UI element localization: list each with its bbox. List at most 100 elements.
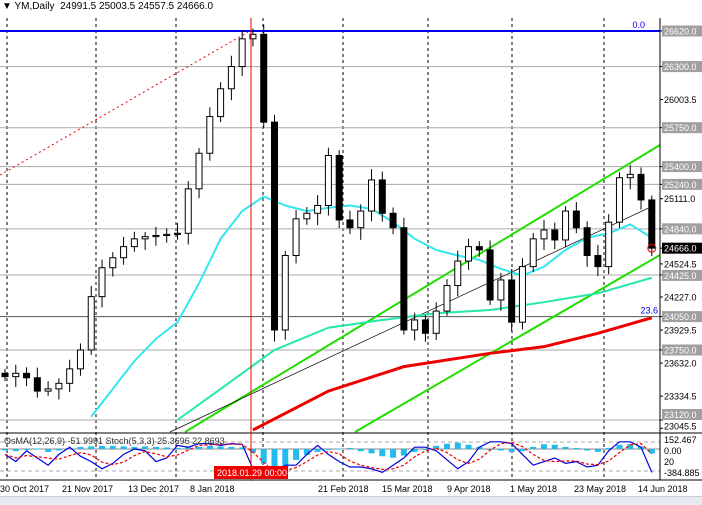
osma-bar xyxy=(271,449,278,471)
osma-bar xyxy=(2,449,8,451)
low-value: 24557.5 xyxy=(137,1,175,12)
candle-body xyxy=(324,154,332,206)
osma-bar xyxy=(400,449,407,456)
osma-bar xyxy=(573,447,580,449)
crosshair-date-label: 2018.01.29 00:00 xyxy=(217,468,287,478)
candle-body xyxy=(292,218,300,257)
level-price-label: 23750.0 xyxy=(664,345,697,355)
osma-bar xyxy=(12,449,19,452)
date-label: 14 Jun 2018 xyxy=(638,484,688,494)
candle-body xyxy=(23,372,31,379)
date-label: 15 Mar 2018 xyxy=(382,484,433,494)
candle-body xyxy=(109,257,117,269)
date-label: 8 Jan 2018 xyxy=(190,484,235,494)
osma-bar xyxy=(508,449,515,452)
candle-body xyxy=(76,349,84,370)
candles xyxy=(1,24,657,400)
fib-label-level: 23.6 xyxy=(640,306,658,316)
candle-body xyxy=(508,279,516,323)
candle-body xyxy=(637,173,645,201)
date-label: 9 Apr 2018 xyxy=(447,484,491,494)
level-price-box xyxy=(662,178,702,190)
candle-body xyxy=(335,154,343,221)
high-value: 25003.5 xyxy=(99,1,136,12)
candle-body xyxy=(421,319,429,334)
osma-bar xyxy=(131,446,138,449)
price-axis-label: 24524.5 xyxy=(664,259,697,269)
candle-body xyxy=(184,188,192,234)
crosshair: 2018.01.29 00:00 xyxy=(214,18,288,481)
osma-bar xyxy=(551,444,558,449)
osma-bar xyxy=(228,446,235,449)
scrollbar[interactable] xyxy=(0,496,702,505)
candle-body xyxy=(475,246,483,251)
level-price-label: 26300.0 xyxy=(664,62,697,72)
osma-bar xyxy=(562,446,569,449)
osma-bar xyxy=(163,447,170,449)
candle-body xyxy=(260,33,268,123)
level-price-box xyxy=(662,311,702,323)
price-axis-label: 24227.0 xyxy=(664,292,697,302)
level-price-label: 24050.0 xyxy=(664,312,697,322)
candle-body xyxy=(583,227,591,257)
osma-bar xyxy=(88,446,95,449)
osma-bar xyxy=(293,449,300,460)
ma-mid-line xyxy=(176,276,653,421)
candle-body xyxy=(378,179,386,214)
level-price-box xyxy=(662,161,702,173)
date-label: 21 Nov 2017 xyxy=(62,484,113,494)
candle-body xyxy=(357,210,365,229)
osma-bar xyxy=(594,449,601,452)
level-price-box xyxy=(662,344,702,356)
date-label: 23 May 2018 xyxy=(574,484,626,494)
osma-bar xyxy=(77,446,84,449)
close-value: 24666.0 xyxy=(176,1,214,12)
candle-body xyxy=(206,116,214,154)
osma-bar xyxy=(357,449,364,452)
osma-bar xyxy=(519,449,526,452)
oscillator-axis-label: 0.00 xyxy=(664,446,682,456)
date-label: 30 Oct 2017 xyxy=(0,484,49,494)
triangle-down-icon[interactable]: ▼ xyxy=(2,1,12,12)
osma-bar xyxy=(217,446,224,449)
ma-slow-line xyxy=(252,316,653,432)
osma-bar xyxy=(443,443,450,449)
stoch-main-line xyxy=(4,441,653,475)
level-price-box xyxy=(662,122,702,134)
candle-body xyxy=(594,255,602,268)
osma-bar xyxy=(390,449,397,458)
candle-body xyxy=(281,255,289,331)
osma-bar xyxy=(152,446,159,449)
level-price-box xyxy=(662,25,702,37)
osma-bar xyxy=(346,447,353,449)
candle-body xyxy=(217,88,225,118)
osma-bar xyxy=(260,449,267,464)
level-price-label: 25400.0 xyxy=(664,162,697,172)
date-label: 21 Feb 2018 xyxy=(318,484,369,494)
osma-bar xyxy=(497,449,504,451)
support-resistance-levels: 0.0 23.6 xyxy=(0,20,660,421)
grid-lines xyxy=(6,18,605,480)
osma-bar xyxy=(282,449,289,468)
candle-body xyxy=(346,219,354,229)
osma-bar xyxy=(109,445,116,449)
candle-body xyxy=(648,199,656,249)
candle-body xyxy=(120,246,128,259)
price-axis: 26620.0 26300.0 26003.5 25750.0 25400.0 25240… xyxy=(0,18,702,481)
candle-body xyxy=(130,238,138,248)
osma-bar xyxy=(55,449,62,451)
osma-bar xyxy=(379,449,386,457)
candle-body xyxy=(551,229,559,241)
price-axis-label: 23632.0 xyxy=(664,359,697,369)
osma-bar xyxy=(627,444,634,449)
trend-lines[interactable] xyxy=(0,31,661,433)
candle-body xyxy=(271,121,278,331)
candle-body xyxy=(605,221,613,268)
osma-bar xyxy=(99,445,106,449)
price-axis-label: 23045.5 xyxy=(664,422,697,432)
candle-body xyxy=(1,372,9,378)
candle-body xyxy=(303,212,311,220)
candle-body xyxy=(615,177,623,223)
